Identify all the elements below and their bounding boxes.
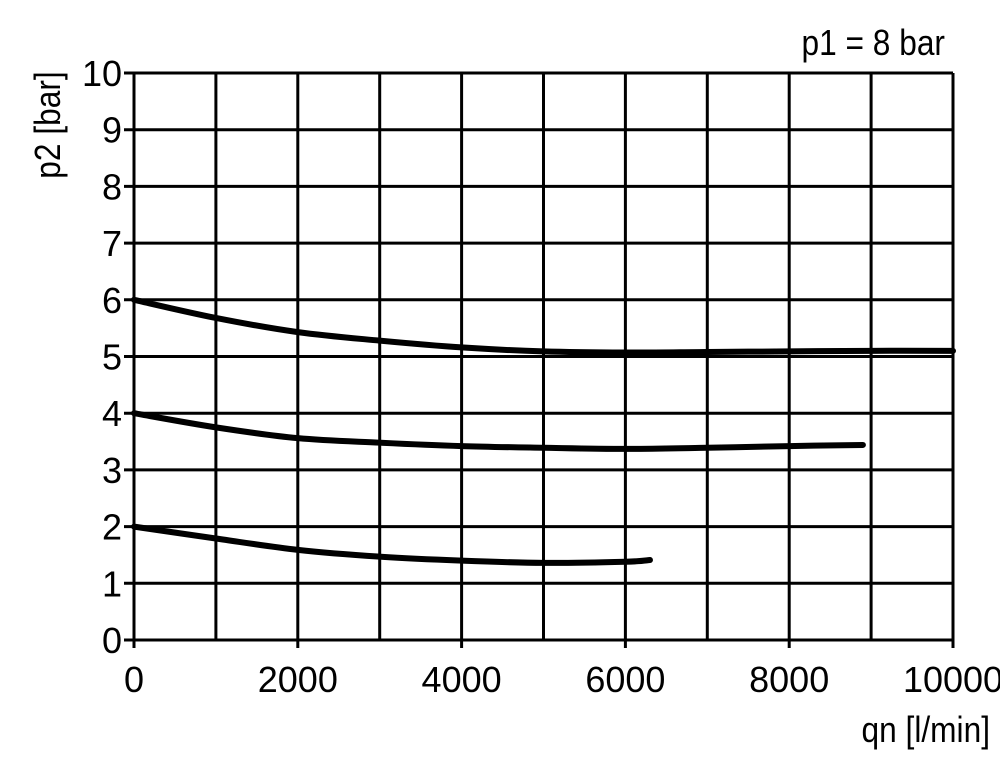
y-tick-label: 7 <box>102 223 122 264</box>
y-tick-label: 2 <box>102 507 122 548</box>
y-tick-label: 5 <box>102 337 122 378</box>
y-tick-labels: 0 1 2 3 4 5 6 7 8 9 10 <box>82 53 122 661</box>
y-tick-label: 3 <box>102 450 122 491</box>
grid <box>124 71 955 648</box>
curves <box>131 296 956 566</box>
annotation-p1: p1 = 8 bar <box>802 23 945 63</box>
x-tick-label: 2000 <box>258 659 338 700</box>
y-tick-label: 10 <box>82 53 122 94</box>
x-tick-label: 8000 <box>749 659 829 700</box>
series-curve-1 <box>131 296 956 356</box>
x-tick-label: 0 <box>124 659 144 700</box>
y-tick-label: 4 <box>102 393 122 434</box>
y-tick-label: 6 <box>102 280 122 321</box>
series-curve-2 <box>131 410 866 452</box>
y-tick-label: 9 <box>102 110 122 151</box>
x-axis-label: qn [l/min] <box>862 710 990 750</box>
y-tick-label: 8 <box>102 166 122 207</box>
x-tick-label: 6000 <box>585 659 665 700</box>
y-tick-label: 1 <box>102 563 122 604</box>
y-axis-label: p2 [bar] <box>28 71 68 178</box>
x-tick-labels: 0 2000 4000 6000 8000 10000 <box>124 659 1000 700</box>
y-tick-label: 0 <box>102 620 122 661</box>
series-curve-3 <box>131 523 653 566</box>
x-tick-label: 4000 <box>422 659 502 700</box>
x-tick-label: 10000 <box>903 659 1000 700</box>
